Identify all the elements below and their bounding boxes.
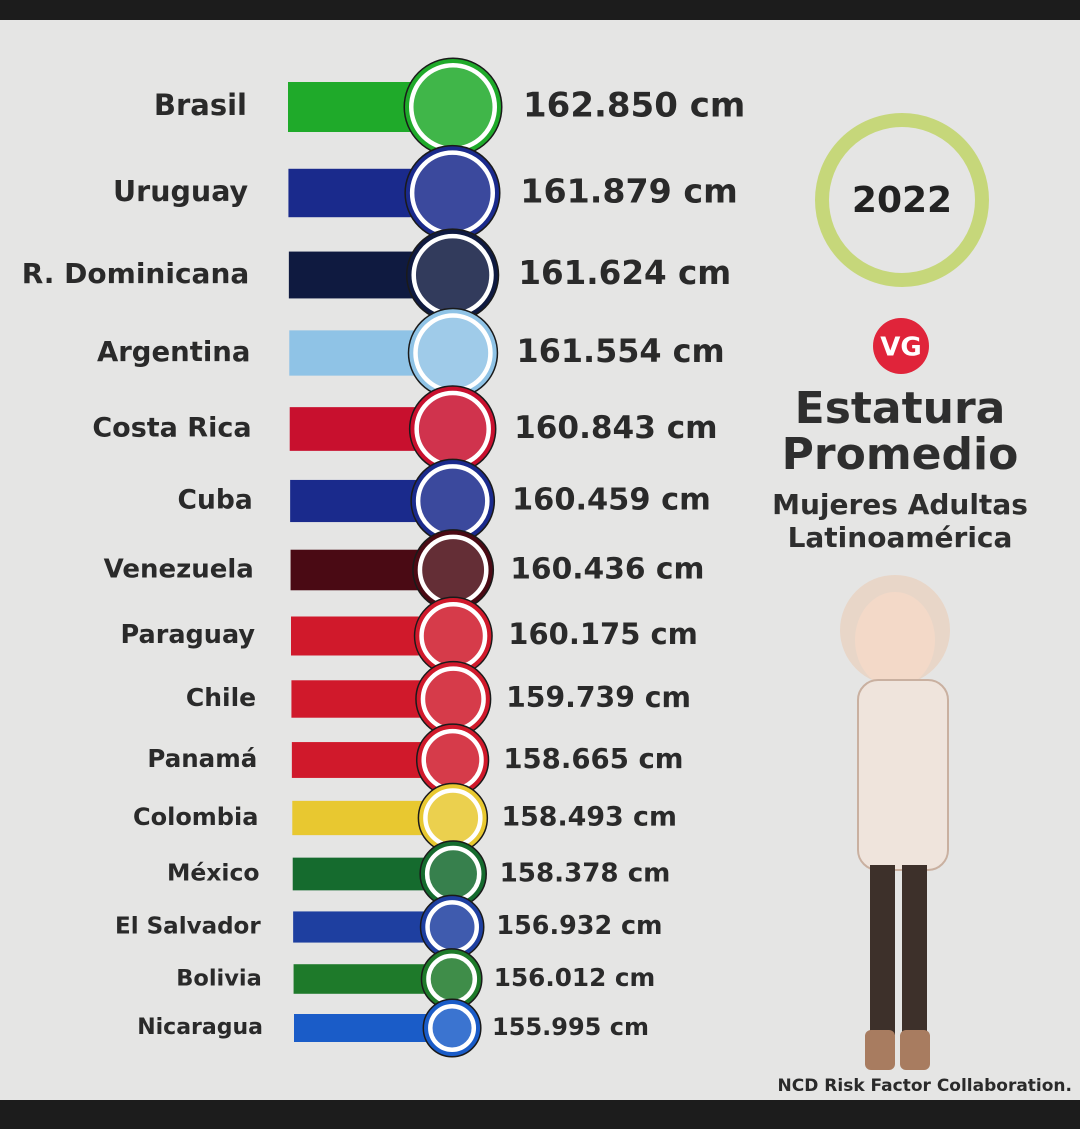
category-label: Cuba: [178, 485, 253, 516]
category-label: El Salvador: [115, 914, 261, 940]
category-label: Colombia: [133, 803, 258, 831]
chart-subtitle: Mujeres Adultas Latinoamérica: [772, 488, 1028, 554]
category-label: Nicaragua: [137, 1015, 263, 1040]
value-label: 160.459 cm: [512, 483, 711, 518]
background: [0, 20, 1080, 1100]
flag: [419, 536, 488, 604]
year: 2022: [852, 180, 952, 221]
flag: [410, 64, 496, 150]
category-label: Chile: [186, 683, 256, 712]
flag: [424, 789, 482, 847]
value-label: 159.739 cm: [506, 681, 691, 714]
flag: [422, 730, 483, 790]
flag: [427, 955, 476, 1003]
flag: [412, 235, 493, 315]
value-label: 161.554 cm: [517, 332, 725, 370]
category-label: México: [167, 859, 260, 887]
category-label: Argentina: [97, 336, 250, 368]
flag: [420, 603, 486, 669]
category-label: Brasil: [154, 88, 247, 122]
flag: [429, 1005, 475, 1051]
logo: VG: [880, 333, 921, 363]
category-label: R. Dominicana: [22, 257, 250, 290]
value-label: 158.665 cm: [503, 742, 683, 775]
illustration: [840, 575, 950, 1070]
flag: [422, 667, 485, 731]
value-label: 158.493 cm: [501, 802, 677, 833]
flag: [426, 901, 478, 953]
value-label: 160.436 cm: [510, 552, 704, 587]
value-label: 156.932 cm: [496, 910, 662, 940]
year-ring: [815, 113, 989, 287]
category-label: Panamá: [147, 744, 257, 773]
value-label: 156.012 cm: [494, 963, 656, 992]
value-label: 161.624 cm: [518, 254, 731, 292]
category-label: Venezuela: [104, 555, 254, 585]
chart-title: Estatura Promedio: [781, 383, 1019, 480]
value-label: 162.850 cm: [523, 86, 745, 126]
logo-badge: [873, 318, 929, 374]
flag: [411, 151, 494, 235]
value-label: 155.995 cm: [492, 1013, 649, 1041]
value-label: 160.843 cm: [514, 410, 717, 446]
flag: [426, 847, 480, 901]
category-label: Uruguay: [113, 175, 249, 208]
flag: [417, 465, 489, 537]
category-label: Bolivia: [176, 966, 262, 992]
category-label: Costa Rica: [92, 413, 251, 444]
flag-outline: [424, 1000, 481, 1056]
value-label: 160.175 cm: [508, 617, 698, 651]
value-label: 161.879 cm: [520, 172, 737, 211]
flag: [415, 392, 490, 466]
flag: [414, 314, 492, 392]
source: NCD Risk Factor Collaboration.: [778, 1076, 1072, 1096]
value-label: 158.378 cm: [500, 859, 671, 889]
category-label: Paraguay: [121, 620, 256, 650]
